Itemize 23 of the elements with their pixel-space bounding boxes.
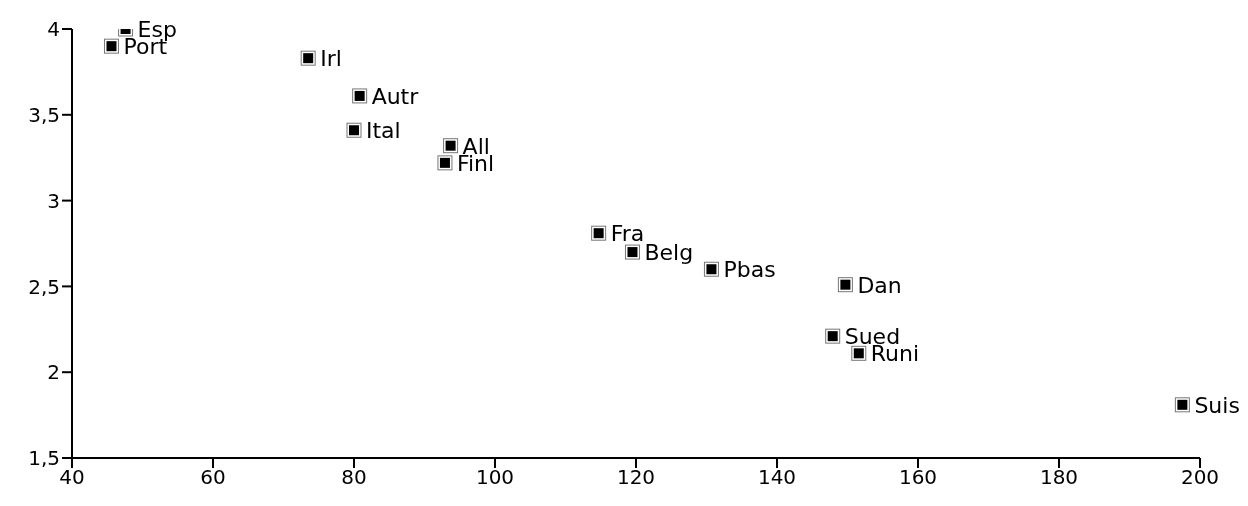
x-tick-label: 140: [757, 465, 797, 490]
annotation: Belg: [644, 240, 694, 266]
x-tick-label: 60: [200, 465, 226, 490]
annotation: Pbas: [723, 257, 776, 283]
y-tick-label: 3: [47, 188, 60, 213]
annotation: Autr: [371, 83, 420, 109]
y-tick-label: 4: [47, 17, 60, 42]
x-tick-label: 100: [475, 465, 515, 490]
annotation: Suis: [1194, 392, 1240, 418]
y-tick-label: 2: [47, 360, 60, 385]
annotation: Irl: [320, 46, 342, 72]
x-tick-label: 80: [341, 465, 367, 490]
y-tick-label: 3,5: [28, 102, 60, 127]
x-tick-label: 180: [1039, 465, 1079, 490]
x-tick-label: 40: [59, 465, 85, 490]
x-tick-label: 160: [898, 465, 938, 490]
x-tick-label: 200: [1180, 465, 1220, 490]
x-tick-label: 120: [616, 465, 656, 490]
annotation: Ital: [366, 118, 401, 144]
annotation: Fra: [610, 221, 645, 247]
annotation: Dan: [857, 272, 902, 298]
y-tick-label: 1,5: [28, 446, 60, 471]
y-tick-label: 2,5: [28, 274, 60, 299]
